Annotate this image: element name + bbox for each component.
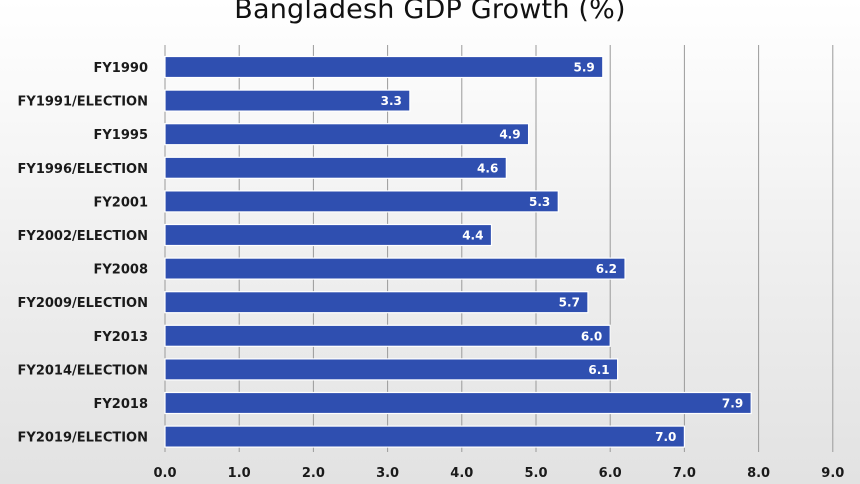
bar-value-label: 4.6 — [477, 161, 498, 175]
bar-value-label: 3.3 — [381, 94, 402, 108]
x-tick-labels: 0.0 1.0 2.0 3.0 4.0 5.0 6.0 7.0 8.0 9.0 — [153, 466, 844, 481]
bar — [164, 425, 686, 448]
category-label: FY1996/ELECTION — [18, 162, 148, 177]
category-label: FY2001 — [94, 195, 148, 210]
category-label: FY2019/ELECTION — [18, 431, 148, 446]
category-label: FY1990 — [94, 61, 148, 76]
x-tick-label: 3.0 — [376, 466, 399, 481]
bar-value-label: 4.4 — [462, 229, 483, 243]
bar — [164, 89, 411, 112]
x-tick-label: 2.0 — [302, 466, 325, 481]
bar-value-label: 7.9 — [722, 397, 743, 411]
category-label: FY2009/ELECTION — [18, 296, 148, 311]
x-tick-label: 6.0 — [599, 466, 622, 481]
x-tick-label: 1.0 — [228, 466, 251, 481]
bar-value-label: 6.2 — [596, 262, 617, 276]
x-tick-label: 4.0 — [450, 466, 473, 481]
bar — [164, 55, 604, 79]
bar-value-label: 7.0 — [655, 430, 676, 444]
category-label: FY2018 — [94, 397, 148, 412]
bar — [164, 156, 507, 179]
category-label: FY2013 — [94, 330, 148, 345]
x-tick-label: 7.0 — [673, 466, 696, 481]
category-label: FY1995 — [94, 128, 148, 143]
category-label: FY2008 — [94, 263, 148, 278]
bar — [164, 223, 493, 247]
bars: 5.9 3.3 4.9 4.6 5.3 4.4 6.2 5.7 6.0 6.1 7.9 7.0 — [164, 55, 752, 448]
x-tick-label: 8.0 — [747, 466, 770, 481]
bar — [164, 324, 611, 347]
grid-lines — [164, 45, 834, 452]
x-tick-label: 0.0 — [153, 466, 176, 481]
bar — [164, 391, 752, 415]
bar-value-label: 6.0 — [581, 329, 602, 343]
x-tick-label: 9.0 — [821, 466, 844, 481]
category-labels: FY1990 FY1991/ELECTION FY1995 FY1996/ELECTI… — [18, 61, 148, 446]
bar-value-label: 6.1 — [588, 363, 609, 377]
category-label: FY2014/ELECTION — [18, 363, 148, 378]
chart-title: Bangladesh GDP Growth (%) — [234, 0, 626, 25]
category-label: FY1991/ELECTION — [18, 95, 148, 110]
bar-value-label: 5.9 — [574, 61, 595, 75]
bar-value-label: 5.3 — [529, 195, 550, 209]
category-label: FY2002/ELECTION — [18, 229, 148, 244]
bar — [164, 358, 619, 381]
bar — [164, 257, 626, 280]
x-tick-label: 5.0 — [524, 466, 547, 481]
bar — [164, 123, 530, 146]
bar — [164, 291, 589, 314]
bar-value-label: 5.7 — [559, 296, 580, 310]
bar — [164, 190, 559, 213]
bar-value-label: 4.9 — [499, 128, 520, 142]
